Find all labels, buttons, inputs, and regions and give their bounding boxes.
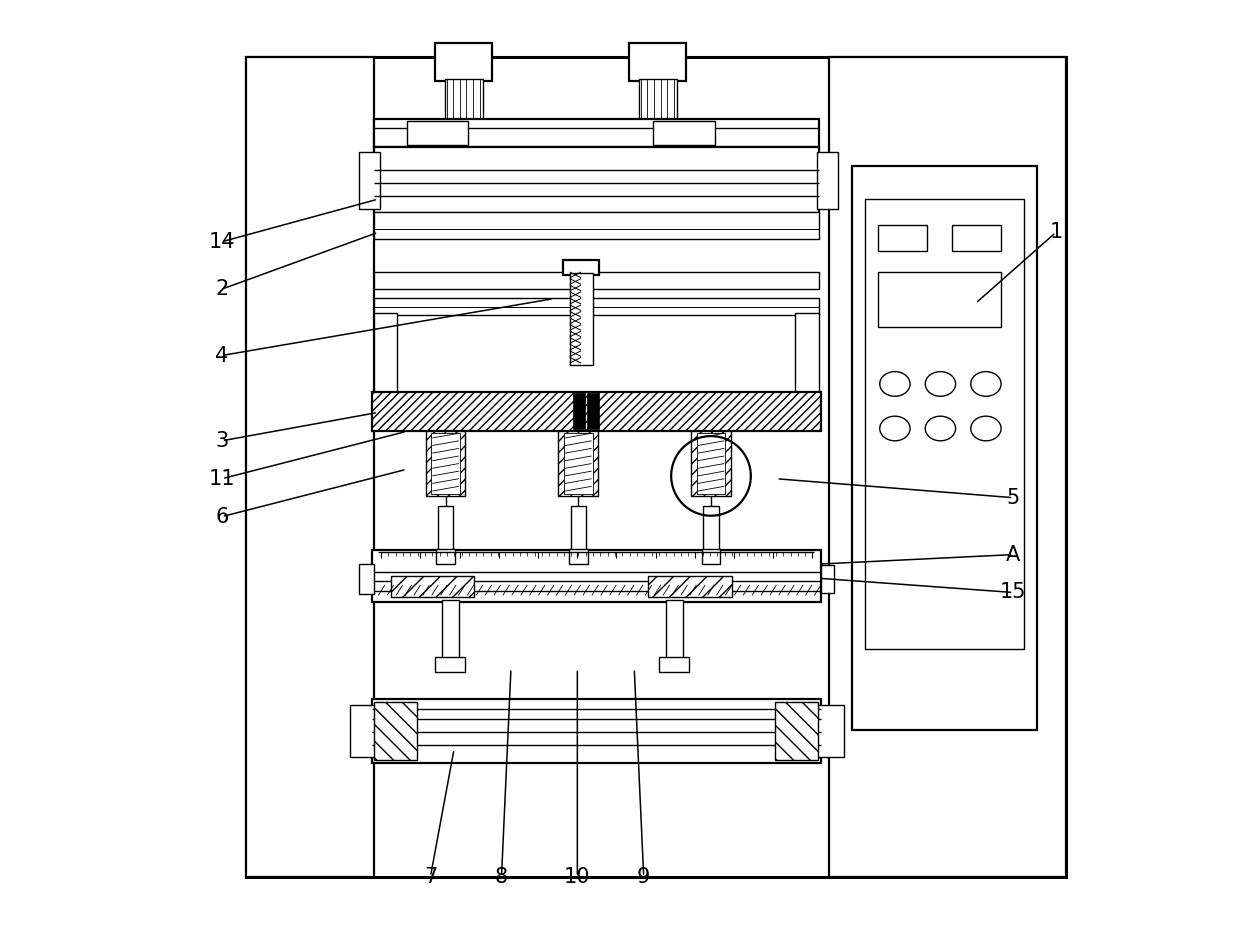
Bar <box>374 702 417 760</box>
Bar <box>817 705 843 757</box>
Bar <box>952 225 1001 251</box>
Bar <box>373 313 397 412</box>
Ellipse shape <box>879 372 910 396</box>
Bar <box>570 506 585 552</box>
Text: 4: 4 <box>216 345 228 366</box>
Bar <box>372 699 821 763</box>
Bar <box>864 199 1024 649</box>
Bar <box>703 506 719 552</box>
Bar <box>653 121 714 145</box>
Bar <box>649 576 732 597</box>
Text: 1: 1 <box>1049 222 1063 243</box>
Bar <box>573 393 585 429</box>
Text: 5: 5 <box>1007 487 1021 508</box>
Bar <box>821 565 835 593</box>
Bar <box>587 393 599 429</box>
Bar <box>432 433 460 494</box>
Text: 7: 7 <box>424 866 436 887</box>
Bar <box>435 43 492 81</box>
Bar <box>828 57 1065 877</box>
Bar <box>697 433 725 494</box>
Bar <box>563 260 599 275</box>
Bar <box>702 549 720 564</box>
Bar <box>630 43 687 81</box>
Ellipse shape <box>971 416 1001 441</box>
Bar <box>569 549 588 564</box>
Text: 11: 11 <box>208 468 236 489</box>
Text: A: A <box>1007 544 1021 565</box>
Bar <box>795 313 820 412</box>
Bar <box>436 549 455 564</box>
Bar <box>373 118 820 147</box>
Bar <box>441 600 459 659</box>
Bar <box>373 298 820 315</box>
Bar <box>435 657 465 672</box>
Bar <box>564 433 593 494</box>
Text: 10: 10 <box>564 866 590 887</box>
Text: 9: 9 <box>637 866 651 887</box>
Bar <box>407 121 469 145</box>
Bar <box>373 212 820 239</box>
Bar <box>445 79 482 118</box>
Text: 15: 15 <box>1001 582 1027 603</box>
Bar <box>246 57 373 877</box>
Ellipse shape <box>879 416 910 441</box>
Bar <box>658 657 689 672</box>
Text: 8: 8 <box>495 866 508 887</box>
Text: 2: 2 <box>216 279 228 300</box>
Bar <box>438 506 453 552</box>
Text: 6: 6 <box>216 506 228 527</box>
Bar <box>691 431 730 496</box>
Ellipse shape <box>925 416 956 441</box>
Ellipse shape <box>971 372 1001 396</box>
Bar <box>425 431 465 496</box>
Bar <box>878 272 1001 327</box>
Ellipse shape <box>925 372 956 396</box>
Bar <box>775 702 818 760</box>
Bar <box>372 392 821 431</box>
Bar <box>639 79 677 118</box>
Bar <box>878 225 928 251</box>
Text: 14: 14 <box>208 231 236 252</box>
Text: 3: 3 <box>216 430 228 451</box>
Bar <box>817 152 838 209</box>
Bar <box>360 152 381 209</box>
Bar <box>372 550 821 602</box>
Bar <box>666 600 682 659</box>
Bar <box>350 705 377 757</box>
Bar <box>558 431 598 496</box>
Bar <box>373 272 820 289</box>
Bar <box>246 57 1065 877</box>
Bar <box>569 273 593 365</box>
Bar <box>852 166 1037 730</box>
Bar <box>391 576 474 597</box>
Bar <box>360 564 374 594</box>
Bar <box>373 147 820 213</box>
